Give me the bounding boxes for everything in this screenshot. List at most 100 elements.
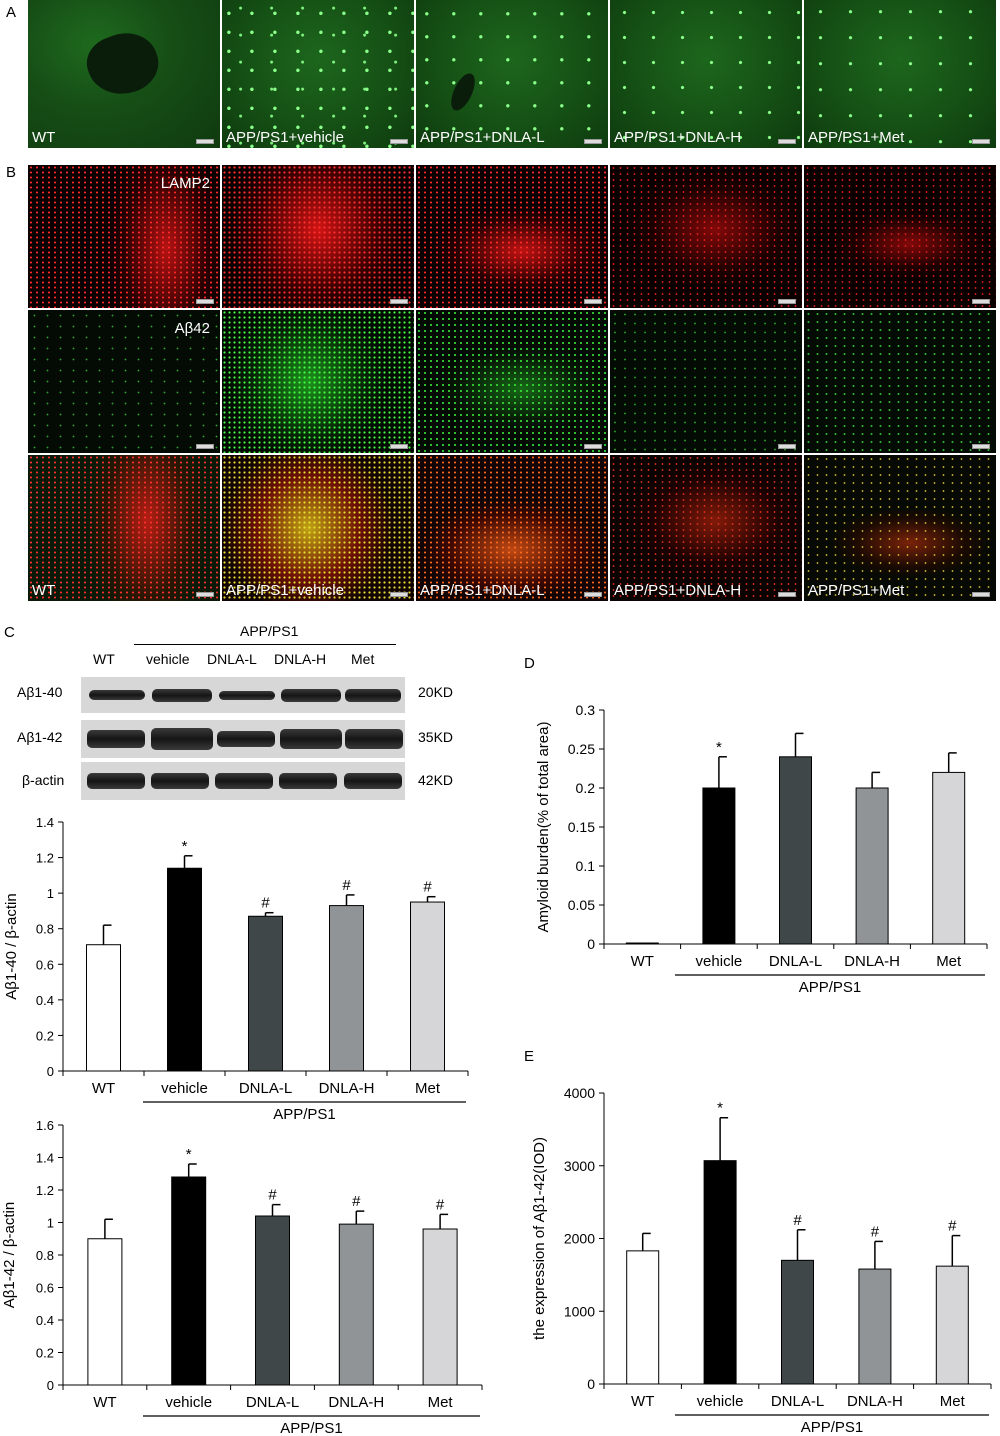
x-tick-label-wt: WT [92,1080,115,1097]
y-tick-label: 0.6 [36,957,54,972]
x-tick-label-met: Met [415,1080,441,1097]
band [217,731,275,747]
blot-lane-dnla-l: DNLA-L [207,651,257,667]
band [151,728,213,750]
scale-bar [584,444,602,449]
x-tick-label-vehicle: vehicle [161,1080,208,1097]
panel-a-image-dnla-l: APP/PS1+DNLA-L [416,0,608,148]
y-tick-label: 0.4 [36,1313,54,1328]
blot-group-label: APP/PS1 [240,623,299,639]
x-tick-label-met: Met [940,1393,966,1410]
y-tick-label: 0 [47,1378,54,1393]
y-tick-label: 0.8 [36,1248,54,1263]
panel-letter-e: E [524,1048,535,1065]
bar-dnla-h [855,787,889,945]
chart-abeta140-ratio: 0 0.2 0.4 0.6 0.8 1 1.2 1.4 WT * vehicle # DNLA-L # DN… [3,815,469,1123]
scale-bar [196,444,214,449]
significance-marker-dnla-l: # [793,1212,802,1229]
bar-dnla-l [779,756,812,945]
row-label-lamp2: LAMP2 [160,175,210,192]
x-tick-label-met: Met [428,1394,454,1411]
y-tick-label: 0 [587,936,595,952]
abeta42-image-vehicle [222,310,414,453]
x-tick-label-dnla-l: DNLA-L [771,1393,824,1410]
scale-bar [972,592,990,597]
bar-wt [86,944,121,1072]
significance-marker-vehicle: * [716,739,722,756]
y-tick-label: 0.25 [568,741,595,757]
scale-bar [972,139,990,144]
bar-dnla-l [248,915,283,1072]
blot-size-bactin: 42KD [418,772,454,788]
chart-abeta142-ratio: 0 0.2 0.4 0.6 0.8 1 1.2 1.4 1.6 WT * vehicle # DNLA-L… [1,1118,483,1436]
scale-bar [390,444,408,449]
y-tick-label: 0.4 [36,993,54,1008]
band [87,730,145,748]
significance-marker-dnla-h: # [352,1193,361,1210]
merge-label-wt: WT [32,582,56,599]
blot-label-bactin: β-actin [22,772,65,788]
blot-size-abeta140: 20KD [418,684,454,700]
merge-image-dnla-l: APP/PS1+DNLA-L [416,455,608,601]
y-tick-label: 1.4 [36,1151,54,1166]
band [89,690,145,700]
y-tick-label: 0.2 [36,1346,54,1361]
scale-bar [778,299,796,304]
panel-a-label-dnla-h: APP/PS1+DNLA-H [614,129,742,146]
abeta42-image-wt: Aβ42 [28,310,220,453]
abeta42-image-dnla-h [610,310,802,453]
x-tick-label-dnla-l: DNLA-L [239,1080,292,1097]
significance-marker-dnla-l: # [268,1187,277,1204]
scale-bar [584,592,602,597]
blot-lane-vehicle: vehicle [146,651,190,667]
significance-marker-dnla-h: # [871,1223,880,1240]
x-tick-label-dnla-h: DNLA-H [847,1393,903,1410]
y-tick-label: 0.6 [36,1281,54,1296]
bar-met [410,901,445,1072]
x-tick-label-wt: WT [631,1393,654,1410]
lamp2-image-dnla-l [416,165,608,308]
bar-wt [87,1238,123,1386]
significance-marker-dnla-l: # [261,895,270,912]
band [219,691,275,700]
x-tick-label-vehicle: vehicle [165,1394,212,1411]
group-label: APP/PS1 [799,979,862,996]
chart-abeta142-iod: 0 1000 2000 3000 4000 WT * vehicle # DNLA-L # DNLA-… [531,1085,992,1436]
x-tick-label-wt: WT [631,953,654,970]
abeta42-image-met [804,310,996,453]
band [279,773,337,789]
significance-marker-vehicle: * [717,1100,723,1117]
y-tick-label: 0.05 [568,897,595,913]
y-tick-label: 1.2 [36,851,54,866]
band [215,773,273,789]
x-tick-label-vehicle: vehicle [696,953,743,970]
lamp2-image-vehicle [222,165,414,308]
panel-a-label-met: APP/PS1+Met [808,129,905,146]
y-tick-label: 1 [47,1216,54,1231]
y-tick-label: 2000 [564,1231,595,1247]
x-tick-label-vehicle: vehicle [697,1393,744,1410]
merge-image-wt: WT [28,455,220,601]
group-label: APP/PS1 [280,1420,343,1436]
blot-group-line [134,644,396,645]
brain-section-shape [79,23,167,105]
panel-letter-b: B [6,164,17,181]
bar-dnla-h [338,1223,374,1386]
panel-letter-d: D [524,655,535,672]
merge-label-vehicle: APP/PS1+vehicle [226,582,344,599]
merge-image-vehicle: APP/PS1+vehicle [222,455,414,601]
band [87,773,145,789]
y-tick-label: 1.6 [36,1118,54,1133]
significance-marker-met: # [423,879,432,896]
panel-a-image-vehicle: APP/PS1+vehicle [222,0,414,148]
blot-strip-bactin [81,762,405,800]
y-tick-label: 0.8 [36,922,54,937]
scale-bar [390,299,408,304]
band [280,729,342,749]
x-tick-label-met: Met [936,953,962,970]
y-tick-label: 0.1 [576,858,596,874]
merge-label-dnla-l: APP/PS1+DNLA-L [420,582,545,599]
lamp2-image-dnla-h [610,165,802,308]
merge-image-dnla-h: APP/PS1+DNLA-H [610,455,802,601]
x-tick-label-dnla-h: DNLA-H [319,1080,375,1097]
